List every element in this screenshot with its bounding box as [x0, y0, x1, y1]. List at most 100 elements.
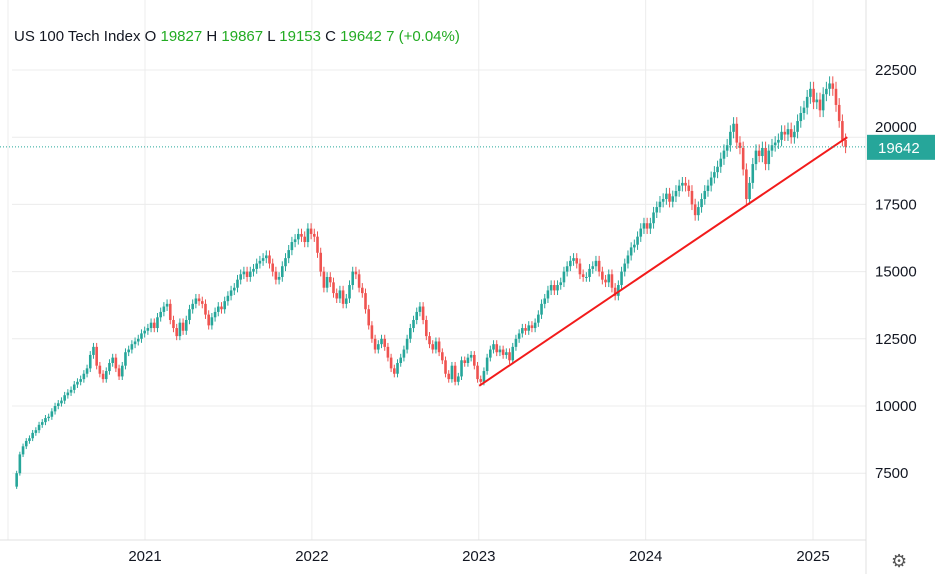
candle-body: [111, 357, 114, 363]
candle-body: [626, 255, 630, 264]
candle-body: [585, 276, 588, 278]
legend-ohlc: US 100 Tech Index O 19827 H 19867 L 1915…: [14, 28, 460, 45]
candle-body: [460, 360, 463, 377]
candle-body: [530, 325, 534, 329]
candle-body: [757, 150, 761, 157]
gear-icon[interactable]: ⚙: [891, 551, 908, 571]
candle-body: [18, 454, 22, 474]
candle-body: [498, 349, 502, 353]
symbol-name: US 100 Tech Index: [14, 28, 141, 45]
candle-body: [380, 338, 383, 345]
low-label: L: [267, 28, 276, 45]
x-tick-label: 2021: [128, 548, 161, 565]
candle-body: [284, 258, 287, 267]
candle-body: [31, 432, 34, 439]
candle-body: [597, 260, 601, 272]
candle-body: [287, 250, 290, 259]
candle-body: [556, 285, 559, 291]
candle-body: [223, 301, 226, 310]
candle-body: [316, 236, 319, 253]
candle-body: [120, 365, 124, 377]
candle-body: [66, 392, 70, 396]
candle-body: [412, 319, 415, 329]
candle-body: [56, 403, 60, 406]
candle-body: [149, 322, 153, 329]
candle-body: [818, 99, 822, 111]
candle-body: [383, 338, 387, 347]
candle-body: [476, 365, 479, 380]
candle-body: [786, 129, 790, 135]
candle-body: [453, 365, 457, 382]
y-tick-label: 17500: [875, 196, 917, 213]
candle-body: [540, 303, 543, 315]
candle-body: [69, 389, 73, 393]
candle-body: [156, 317, 159, 329]
candle-body: [377, 344, 380, 350]
candle-body: [668, 193, 671, 202]
candle-body: [303, 236, 306, 243]
candle-body: [777, 139, 780, 143]
candle-body: [748, 182, 751, 200]
candle-body: [322, 271, 326, 288]
candle-body: [639, 228, 643, 237]
candle-body: [178, 322, 182, 337]
candle-body: [441, 352, 444, 361]
candle-body: [24, 440, 28, 447]
close-value: 19642: [340, 28, 382, 45]
candle-body: [495, 344, 499, 353]
candle-body: [357, 274, 361, 288]
candle-body: [207, 314, 210, 326]
candle-body: [741, 147, 745, 170]
candle-body: [127, 349, 130, 353]
candle-body: [799, 113, 803, 122]
candle-body: [738, 142, 742, 148]
candle-body: [789, 129, 793, 138]
candle-body: [623, 263, 627, 272]
candle-body: [114, 357, 118, 369]
candle-body: [136, 338, 140, 342]
candle-body: [236, 279, 239, 288]
candle-body: [642, 223, 646, 229]
trendline: [478, 136, 848, 387]
candle-body: [700, 199, 703, 208]
candle-body: [809, 88, 812, 97]
candle-body: [274, 271, 278, 280]
candle-body: [821, 94, 825, 111]
candle-body: [296, 233, 300, 240]
candle-body: [633, 244, 636, 248]
candle-body: [271, 263, 274, 272]
candle-body: [617, 285, 620, 296]
candle-body: [255, 263, 258, 269]
candle-body: [130, 344, 134, 350]
candle-body: [79, 379, 82, 382]
candle-body: [601, 271, 604, 280]
candle-body: [389, 357, 393, 369]
candle-body: [569, 260, 572, 267]
candle-body: [802, 107, 806, 114]
candle-body: [37, 424, 41, 431]
x-tick-label: 2023: [462, 548, 495, 565]
candle-body: [690, 190, 694, 205]
candle-body: [309, 228, 313, 234]
last-price-label: 19642: [878, 140, 920, 157]
candle-body: [140, 333, 143, 339]
candle-body: [844, 139, 847, 147]
candle-body: [300, 233, 303, 237]
candle-body: [649, 223, 652, 229]
candle-body: [47, 416, 50, 419]
candle-body: [773, 142, 777, 146]
candle-body: [559, 282, 563, 286]
candle-body: [620, 271, 623, 286]
y-tick-label: 10000: [875, 398, 917, 415]
candle-body: [405, 338, 409, 350]
candle-body: [610, 274, 614, 288]
candle-body: [565, 266, 569, 272]
candle-body: [319, 252, 323, 272]
close-label: C: [325, 28, 336, 45]
y-tick-label: 15000: [875, 264, 917, 281]
candle-body: [194, 298, 198, 304]
candle-body: [671, 196, 675, 202]
candle-body: [780, 131, 783, 140]
candle-body: [172, 319, 175, 329]
